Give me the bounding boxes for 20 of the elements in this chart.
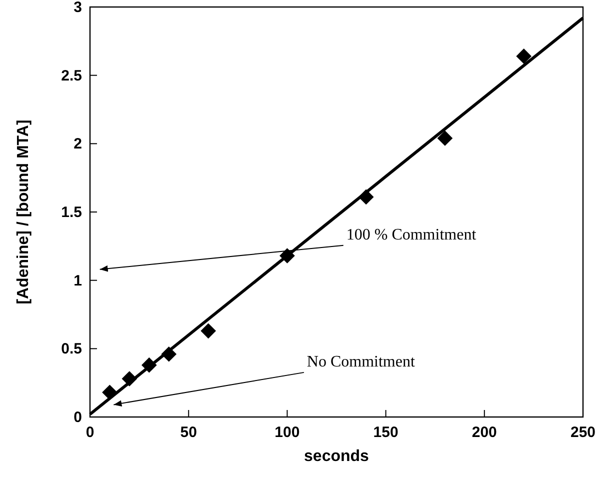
x-axis-title: seconds <box>304 448 370 465</box>
y-axis-title: [Adenine] / [bound MTA] <box>15 120 32 304</box>
point <box>516 48 532 64</box>
y-tick-label: 2 <box>74 136 82 153</box>
x-tick-label: 250 <box>570 424 596 441</box>
y-tick-label: 0 <box>74 409 82 426</box>
x-tick-label: 150 <box>373 424 398 441</box>
point <box>200 323 216 339</box>
x-tick-label: 100 <box>274 424 300 441</box>
annotation: No Commitment <box>306 353 416 370</box>
y-tick-label: 3 <box>74 0 82 16</box>
y-tick-label: 0.5 <box>61 340 82 358</box>
x-tick-label: 0 <box>86 424 94 441</box>
y-tick-label: 1.5 <box>61 204 82 221</box>
x-tick-label: 50 <box>180 424 197 441</box>
annotation: 100 % Commitment <box>346 226 477 244</box>
y-tick-label: 2.5 <box>61 67 82 84</box>
y-tick-label: 1 <box>74 272 82 290</box>
point <box>437 130 453 146</box>
x-tick-label: 200 <box>472 424 497 441</box>
